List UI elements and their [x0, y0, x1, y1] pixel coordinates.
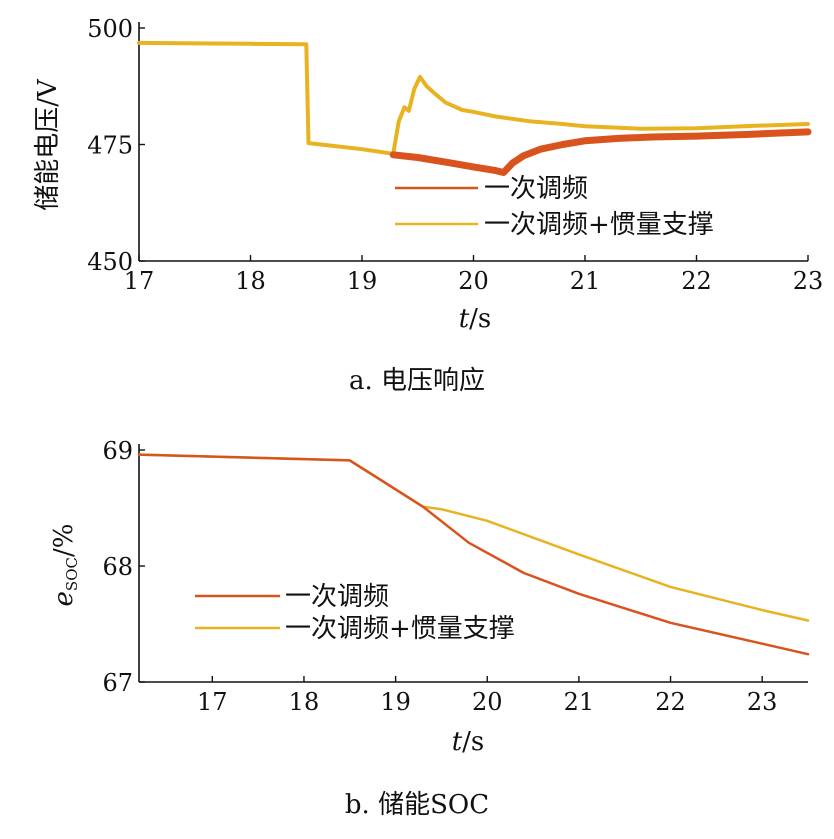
voltage-y-tick-label: 500	[87, 15, 133, 43]
soc-x-tick-label: 23	[747, 688, 778, 716]
voltage-legend-label-primary: 一次调频	[484, 174, 588, 204]
voltage-x-axis-label: t/s	[459, 304, 492, 334]
voltage-chart: 17 18 19 20 21 22 23 450 475 500 t/s 储能电压/V 一次调频 …	[33, 15, 823, 396]
soc-legend: 一次调频 一次调频+惯量支撑	[195, 582, 515, 644]
soc-legend-label-primary: 一次调频	[285, 582, 389, 612]
soc-tick-labels: 17 18 19 20 21 22 23 67 68 69	[102, 437, 777, 716]
voltage-series-line-primary	[389, 128, 812, 176]
voltage-series-line-inertia	[137, 40, 810, 156]
voltage-x-tick-label: 20	[458, 267, 489, 295]
voltage-axes	[138, 22, 809, 262]
soc-x-tick-label: 20	[472, 688, 503, 716]
soc-x-tick-label: 17	[197, 688, 228, 716]
voltage-y-tick-label: 475	[87, 132, 133, 160]
soc-legend-label-inertia: 一次调频+惯量支撑	[285, 614, 515, 644]
voltage-legend: 一次调频 一次调频+惯量支撑	[395, 174, 714, 240]
voltage-y-axis-label: 储能电压/V	[33, 78, 63, 211]
voltage-x-tick-label: 22	[681, 267, 712, 295]
soc-y-tick-label: 67	[102, 669, 133, 697]
soc-x-tick-label: 18	[289, 688, 320, 716]
soc-series-line-primary	[137, 453, 810, 656]
voltage-legend-label-inertia: 一次调频+惯量支撑	[484, 210, 714, 240]
soc-axes	[138, 444, 808, 683]
voltage-tick-labels: 17 18 19 20 21 22 23 450 475 500	[87, 15, 823, 295]
soc-x-tick-label: 22	[655, 688, 686, 716]
soc-caption: b. 储能SOC	[345, 790, 489, 820]
voltage-y-tick-label: 450	[87, 248, 133, 276]
voltage-x-tick-label: 19	[347, 267, 378, 295]
soc-series-group	[137, 453, 810, 656]
soc-x-tick-label: 19	[380, 688, 411, 716]
voltage-series-group	[137, 40, 812, 176]
voltage-caption: a. 电压响应	[349, 366, 485, 396]
voltage-x-tick-label: 18	[235, 267, 266, 295]
soc-chart: 17 18 19 20 21 22 23 67 68 69 t/s eSOC/% 一次调频 一次调…	[49, 437, 810, 820]
soc-x-tick-label: 21	[564, 688, 595, 716]
soc-y-tick-label: 69	[102, 437, 133, 465]
soc-x-axis-label: t/s	[452, 727, 485, 757]
voltage-x-tick-label: 21	[570, 267, 601, 295]
soc-y-axis-label: eSOC/%	[49, 524, 81, 607]
voltage-x-tick-label: 23	[793, 267, 824, 295]
soc-y-tick-label: 68	[102, 553, 133, 581]
voltage-x-tick-label: 17	[124, 267, 155, 295]
